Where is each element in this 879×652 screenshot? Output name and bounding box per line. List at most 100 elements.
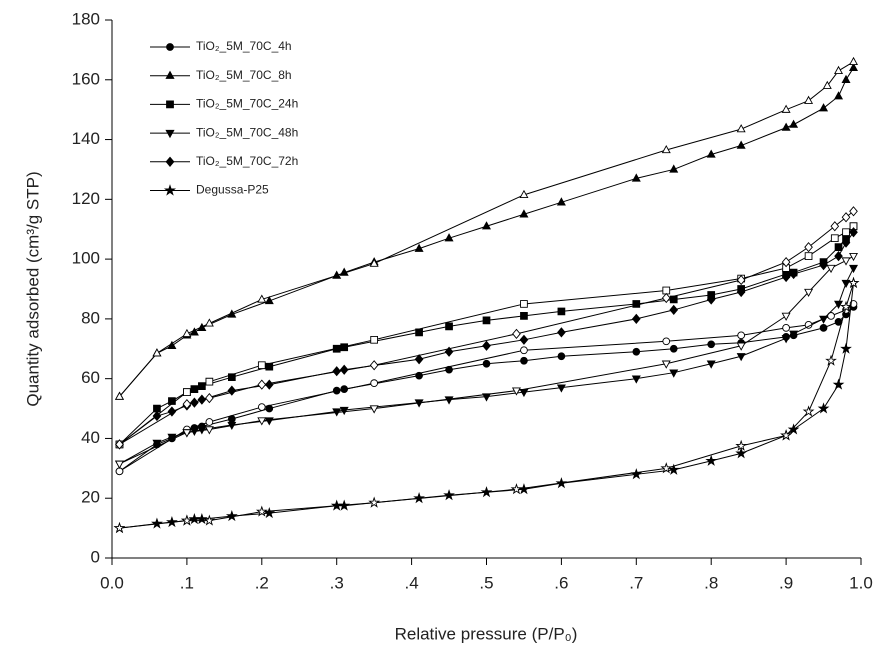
adsorption-point (817, 402, 830, 414)
adsorption-point (443, 489, 455, 501)
adsorption-point (840, 342, 852, 354)
desorption-point (830, 221, 840, 232)
desorption-point (849, 222, 858, 231)
x-tick-label: .4 (405, 573, 419, 592)
adsorption-point (669, 369, 679, 378)
desorption-point (825, 354, 837, 366)
adsorption-point (789, 119, 799, 128)
desorption-point (369, 258, 379, 267)
adsorption-point (166, 515, 178, 528)
adsorption-point (519, 209, 529, 218)
adsorption-point (151, 517, 163, 529)
adsorption-point (264, 379, 274, 390)
desorption-point (257, 361, 266, 370)
adsorption-point (444, 233, 454, 242)
x-tick-label: .7 (629, 573, 643, 592)
adsorption-point (706, 149, 716, 158)
adsorption-point (705, 454, 718, 466)
adsorption-point (849, 264, 859, 274)
adsorption-point (819, 324, 828, 332)
desorption-point (661, 360, 671, 369)
legend-marker (165, 70, 175, 79)
adsorption-point (631, 313, 641, 325)
y-tick-label: 100 (72, 249, 100, 268)
adsorption-point (849, 62, 859, 71)
desorption-point (830, 234, 839, 243)
adsorption-point (787, 423, 800, 435)
legend-marker (166, 100, 174, 109)
adsorption-point (834, 91, 844, 100)
adsorption-point (631, 375, 641, 384)
desorption-point (780, 429, 792, 441)
adsorption-point (667, 463, 680, 475)
x-tick-label: 0.0 (100, 573, 124, 592)
desorption-point (257, 379, 267, 390)
desorption-line (119, 210, 854, 445)
desorption-point (842, 228, 850, 237)
desorption-point (257, 294, 267, 303)
adsorption-point (414, 243, 424, 252)
adsorption-point (152, 439, 162, 448)
adsorption-point (196, 512, 208, 525)
legend-label: Degussa-P25 (196, 183, 269, 197)
adsorption-point (413, 492, 425, 504)
adsorption-point (227, 385, 237, 396)
desorption-point (113, 521, 126, 534)
desorption-point (520, 300, 528, 308)
desorption-point (369, 405, 379, 414)
desorption-point (822, 80, 832, 89)
desorption-point (181, 514, 193, 526)
desorption-point (804, 252, 813, 260)
desorption-point (781, 104, 791, 113)
x-tick-label: 1.0 (849, 573, 873, 592)
desorption-point (849, 206, 858, 217)
desorption-point (804, 242, 813, 253)
adsorption-point (789, 268, 798, 280)
desorption-point (114, 391, 124, 400)
adsorption-point (669, 304, 679, 316)
x-tick-label: .1 (180, 573, 194, 592)
adsorption-point (339, 364, 349, 375)
desorption-point (804, 288, 814, 298)
desorption-point (511, 387, 521, 396)
x-tick-label: .3 (330, 573, 344, 592)
adsorption-point (152, 410, 162, 422)
y-tick-label: 180 (72, 9, 100, 28)
adsorption-point (630, 468, 643, 480)
desorption-point (802, 405, 815, 417)
desorption-point (781, 256, 791, 268)
adsorption-point (781, 335, 791, 344)
adsorption-point (834, 243, 843, 252)
desorption-point (736, 274, 746, 286)
legend-label: TiO₂_5M_70C_4h (196, 39, 292, 53)
adsorption-point (841, 237, 851, 248)
desorption-point (661, 145, 671, 154)
desorption-point (662, 337, 671, 346)
adsorption-point (264, 295, 274, 305)
desorption-point (841, 212, 851, 223)
desorption-point (370, 335, 378, 344)
adsorption-point (706, 294, 716, 305)
legend-marker (163, 184, 177, 196)
adsorption-point (735, 447, 748, 459)
adsorption-point (819, 259, 828, 271)
desorption-point (519, 189, 529, 199)
adsorption-point (781, 271, 791, 283)
desorption-point (255, 505, 268, 517)
desorption-point (182, 398, 192, 410)
desorption-point (205, 418, 214, 426)
adsorption-point (849, 227, 858, 238)
desorption-point (834, 65, 844, 74)
adsorption-point (736, 353, 746, 362)
desorption-point (205, 377, 214, 386)
adsorption-point (445, 322, 453, 331)
adsorption-point (632, 300, 641, 308)
x-tick-label: .8 (704, 573, 718, 592)
adsorption-point (819, 315, 829, 324)
desorption-point (368, 496, 381, 508)
adsorption-point (339, 406, 349, 416)
desorption-point (661, 292, 671, 304)
desorption-point (847, 276, 860, 289)
adsorption-point (153, 404, 161, 413)
desorption-point (737, 331, 746, 340)
